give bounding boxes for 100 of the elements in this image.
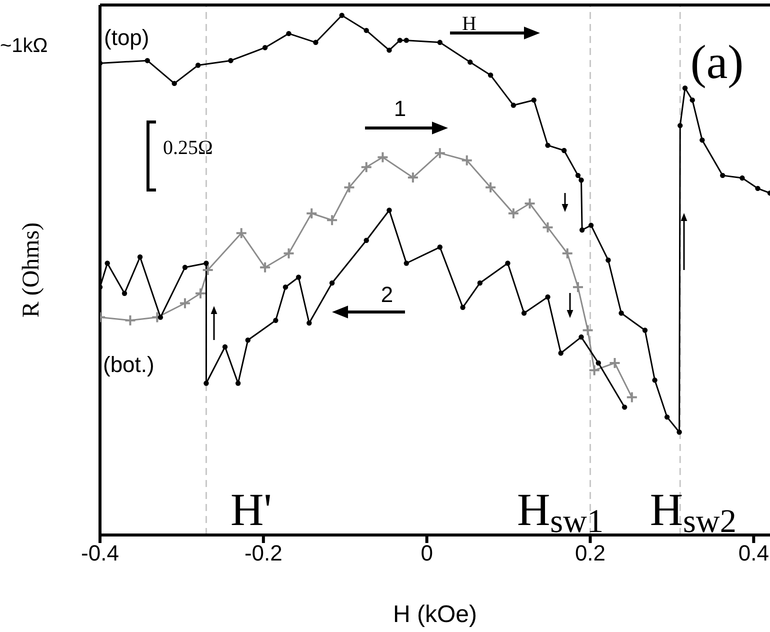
point (460, 154, 473, 166)
point (521, 310, 527, 316)
point (364, 238, 369, 243)
point (124, 314, 136, 326)
point (460, 304, 466, 310)
point (202, 264, 214, 276)
point (642, 328, 648, 333)
point (137, 254, 143, 260)
point (608, 357, 621, 370)
point (245, 338, 250, 343)
annotation: (bot.) (103, 352, 154, 377)
point (572, 281, 584, 294)
ref-line-label: H$_{sw1}$ (516, 484, 604, 540)
point (364, 28, 369, 34)
point (406, 172, 419, 184)
annotation: 1 (394, 96, 406, 121)
point (296, 274, 302, 280)
x-tick-label: -0.4 (81, 540, 119, 566)
point (306, 320, 312, 326)
point (542, 221, 554, 234)
point (582, 324, 594, 336)
point (510, 102, 516, 108)
point (561, 247, 574, 260)
point (618, 310, 624, 316)
point (596, 360, 602, 366)
point (531, 97, 536, 103)
point (326, 214, 338, 226)
point (437, 40, 442, 46)
annotation: 2 (380, 282, 394, 307)
point (622, 404, 628, 410)
point (194, 287, 206, 300)
point (676, 430, 682, 435)
point (578, 178, 584, 183)
point (282, 247, 295, 260)
point (437, 244, 442, 250)
point (306, 207, 318, 220)
ref-line-label: H' (230, 484, 272, 535)
point (524, 197, 536, 210)
point (507, 207, 520, 220)
point (505, 260, 510, 266)
point (488, 72, 494, 78)
point (740, 175, 745, 181)
ref-line-label: H$_{sw2}$ (650, 484, 736, 540)
point (360, 161, 372, 174)
point (222, 344, 228, 350)
x-tick-label: 0 (420, 540, 433, 566)
point (588, 222, 594, 228)
annotation: (a) (690, 36, 744, 89)
point (386, 208, 392, 213)
point (262, 45, 268, 50)
point (386, 48, 392, 53)
point (484, 181, 497, 194)
point (682, 86, 688, 91)
point (558, 350, 564, 356)
point (343, 181, 356, 194)
point (720, 172, 726, 178)
point (575, 172, 581, 178)
point (404, 38, 409, 43)
point (313, 40, 318, 46)
point (122, 290, 128, 296)
x-tick-label: 0.2 (574, 540, 606, 566)
x-axis-title: H (kOe) (393, 601, 477, 628)
point (172, 80, 177, 86)
point (339, 12, 344, 18)
point (545, 294, 550, 300)
x-tick-label: 0.4 (738, 540, 769, 566)
point (468, 60, 473, 65)
annotation: 0.25Ω (163, 137, 213, 159)
point (182, 264, 188, 270)
point (562, 148, 567, 154)
point (195, 62, 201, 68)
point (104, 260, 110, 266)
point (235, 380, 241, 386)
text: ~1kΩ (0, 35, 48, 57)
x-tick-label: -0.2 (244, 540, 282, 566)
point (259, 261, 272, 274)
point (690, 97, 695, 103)
point (204, 380, 209, 386)
point (664, 414, 670, 420)
point (578, 334, 584, 340)
point (178, 297, 191, 310)
point (204, 260, 209, 266)
point (404, 260, 409, 266)
annotation: H (462, 13, 476, 35)
point (545, 142, 550, 148)
point (434, 147, 446, 160)
point (329, 280, 335, 286)
point (228, 58, 234, 64)
point (286, 30, 292, 36)
y-axis-title: R (Ohms) (18, 222, 45, 318)
point (282, 284, 288, 290)
point (158, 314, 164, 320)
point (678, 122, 683, 128)
point (652, 378, 658, 383)
point (397, 38, 402, 43)
point (144, 58, 150, 64)
point (755, 186, 760, 192)
point (606, 258, 611, 263)
point (376, 151, 389, 164)
point (588, 364, 600, 376)
